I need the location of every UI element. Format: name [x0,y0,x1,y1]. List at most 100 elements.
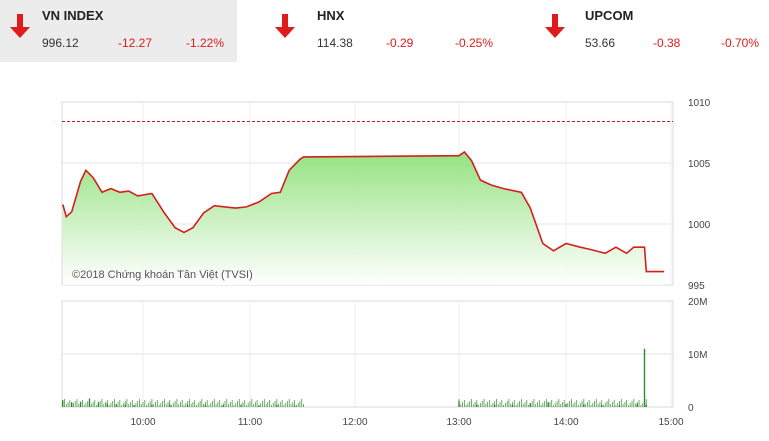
volume-bar [189,399,190,407]
volume-bar [263,399,265,407]
volume-bar [631,401,633,407]
volume-bar [156,400,158,407]
volume-bar [629,403,631,407]
volume-bar [197,403,199,407]
ticker-percent: -1.22% [186,36,225,50]
volume-bar [578,405,579,407]
volume-bar [124,401,126,407]
ticker-upcom[interactable]: UPCOM 53.66 -0.38 -0.70% [535,0,769,62]
ticker-vnindex[interactable]: VN INDEX 996.12 -12.27 -1.22% [0,0,237,62]
volume-bar [62,401,64,407]
volume-bar [192,402,194,407]
volume-bar [212,401,213,407]
volume-bar [217,402,219,407]
volume-bar [296,405,297,407]
volume-bar [540,405,542,407]
volume-bar [203,404,204,407]
volume-bar [460,404,462,407]
volume-bar [187,401,188,407]
volume-bar [567,403,569,407]
volume-bar [205,402,206,407]
volume-bar [583,399,585,407]
intraday-chart[interactable]: 1010 1005 1000 995 20M 10M 0 10:00 11:00 12:00 13:… [0,62,769,436]
volume-bar [101,399,103,407]
volume-bar [576,400,578,407]
volume-bar [74,401,76,407]
volume-bar [274,401,276,407]
volume-bar [162,401,163,407]
volume-bar [635,404,636,407]
volume-bar [572,404,574,407]
volume-bar [172,403,174,407]
volume-bar [255,402,256,407]
volume-bar [469,401,471,407]
volume-bar [65,404,67,407]
volume-bar [620,399,622,407]
volume-bar [89,399,90,407]
volume-bar [121,405,122,407]
volume-bar [190,404,192,407]
volume-bar [474,402,476,407]
volume-bar [301,399,303,407]
volume-bar [603,405,604,407]
volume-bar [290,404,292,407]
volume-bar [547,404,549,407]
volume-bar [285,403,287,407]
volume-bar [643,348,646,407]
volume-bar [181,400,183,407]
volume-bar [538,400,540,407]
volume-bar [497,404,499,407]
ticker-hnx[interactable]: HNX 114.38 -0.29 -0.25% [265,0,515,62]
price-tick-label: 1005 [688,159,711,170]
volume-bar [276,399,278,407]
volume-bar [487,402,488,407]
volume-bar [565,405,567,407]
volume-bar [496,399,497,407]
volume-bar [137,401,139,407]
volume-bar [571,399,572,407]
volume-bar [87,401,89,407]
volume-bar [226,399,228,407]
volume-bar [64,399,65,407]
volume-tick-label: 20M [688,297,707,308]
volume-bar [235,403,237,407]
ticker-percent: -0.70% [721,36,760,50]
volume-bar [297,403,299,407]
volume-bar [517,403,519,407]
volume-bar [599,402,601,407]
volume-bar [488,400,490,407]
volume-bar [569,401,570,407]
time-tick-label: 15:00 [658,417,683,428]
volume-bar [164,399,165,407]
volume-bar [551,400,553,407]
volume-bar [219,400,221,407]
volume-bar [247,403,249,407]
volume-bar [231,400,233,407]
volume-bar [476,400,478,407]
volume-bar [615,405,617,407]
volume-bar [464,400,465,407]
volume-bar [288,399,290,407]
volume-bar [303,404,304,407]
volume-bar [633,399,635,407]
volume-bar [142,402,144,407]
volume-bar [76,399,78,407]
volume-bar [103,404,105,407]
volume-bar [640,405,642,407]
volume-bar [638,400,640,407]
volume-bar [556,401,558,407]
volume-bar [480,403,481,407]
volume-bar [544,401,545,407]
volume-bar [622,404,624,407]
volume-bar [73,403,74,407]
volume-bar [115,404,117,407]
time-tick-label: 11:00 [238,417,263,428]
volume-bar [542,403,544,407]
volume-bar [644,401,645,407]
volume-bar [258,405,260,407]
volume-bar [85,403,87,407]
volume-bar [69,400,71,407]
volume-bar [246,405,247,407]
volume-bar [221,405,222,407]
volume-bar [183,405,185,407]
